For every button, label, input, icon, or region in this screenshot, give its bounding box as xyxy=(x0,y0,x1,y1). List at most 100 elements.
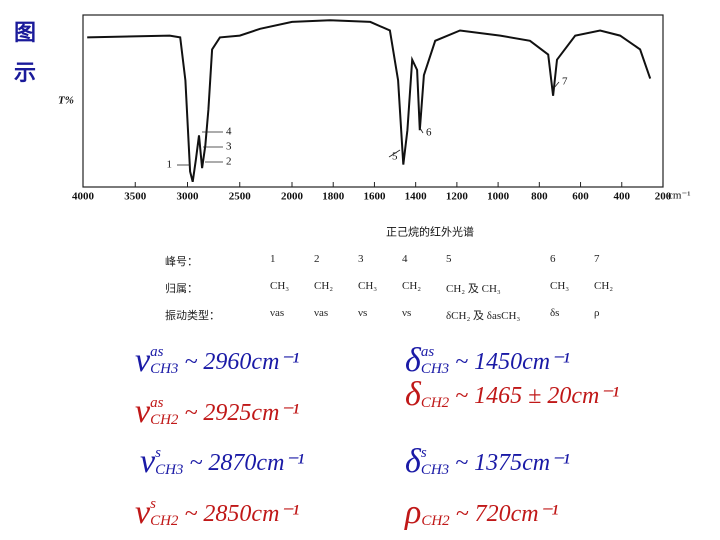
formula-scripts: as CH3 xyxy=(421,344,449,378)
formula-sup: s xyxy=(155,445,161,461)
table-cell: δs xyxy=(550,307,560,319)
peak-annotation: 1 xyxy=(167,159,173,171)
peak-annotation: 2 xyxy=(226,156,232,168)
table-cell: 归属： xyxy=(165,283,198,295)
formula-symbol: ν xyxy=(135,342,151,379)
x-tick-label: 800 xyxy=(531,191,548,203)
formula-scripts: CH2 xyxy=(421,496,449,530)
formula: ν s CH2 ~ 2850cm⁻¹ xyxy=(135,494,299,532)
formula: ν s CH3 ~ 2870cm⁻¹ xyxy=(140,443,304,481)
formula-scripts: s CH2 xyxy=(150,496,178,530)
table-header-cell: 1 xyxy=(270,253,276,265)
x-tick-label: 1600 xyxy=(363,191,386,203)
formula-sup: as xyxy=(150,344,164,360)
formula-symbol: δ xyxy=(405,342,421,379)
annotation-leader xyxy=(419,127,424,134)
formula: δ CH2 ~ 1465 ± 20cm⁻¹ xyxy=(405,376,619,414)
formula-symbol: ρ xyxy=(405,494,422,531)
peak-annotation: 4 xyxy=(226,126,232,138)
spectrum-line xyxy=(87,19,652,183)
table-header-cell: 4 xyxy=(402,253,408,265)
table-cell: CH₂ xyxy=(314,280,334,292)
formula-symbol: δ xyxy=(405,376,421,413)
formula-scripts: as CH3 xyxy=(150,344,178,378)
formula: δ as CH3 ~ 1450cm⁻¹ xyxy=(405,342,570,380)
annotation-leader xyxy=(553,81,560,89)
formula-value: ~ 2925cm⁻¹ xyxy=(184,399,300,426)
table-cell: CH₃ xyxy=(358,280,378,292)
table-header-cell: 6 xyxy=(550,253,556,265)
table-cell: 振动类型： xyxy=(165,310,220,322)
sidebar-label: 图示 xyxy=(14,21,37,86)
formula-value: ~ 1465 ± 20cm⁻¹ xyxy=(455,382,620,409)
formula-sup xyxy=(421,496,449,513)
formula-sup xyxy=(421,378,449,395)
x-tick-label: 3500 xyxy=(124,191,147,203)
formula: ν as CH2 ~ 2925cm⁻¹ xyxy=(135,393,299,431)
formula-symbol: ν xyxy=(135,494,151,531)
y-axis-label: T% xyxy=(58,95,74,107)
formula-sub: CH3 xyxy=(420,361,450,377)
peak-annotation: 7 xyxy=(562,76,568,88)
table-cell: νas xyxy=(314,307,329,319)
x-tick-label: 1800 xyxy=(322,191,345,203)
chart-caption: 正己烷的红外光谱 xyxy=(386,225,474,239)
formula-scripts: as CH2 xyxy=(150,395,178,429)
table-cell: νs xyxy=(402,307,412,319)
table-cell: CH₂ 及 CH₃ xyxy=(446,283,501,295)
table-header-cell: 峰号： xyxy=(165,256,198,268)
table-header-cell: 7 xyxy=(594,253,600,265)
table-cell: ρ xyxy=(594,307,600,319)
table-cell: CH₃ xyxy=(270,280,290,292)
x-tick-label: 400 xyxy=(614,191,631,203)
formula-sub: CH2 xyxy=(150,513,179,529)
x-tick-label: 1200 xyxy=(446,191,469,203)
x-tick-label: 1400 xyxy=(405,191,428,203)
formula-sub: CH2 xyxy=(150,412,179,428)
formula-sup: as xyxy=(150,395,164,411)
table-header-cell: 5 xyxy=(446,253,452,265)
formula-sub: CH2 xyxy=(420,395,450,411)
table-cell: νas xyxy=(270,307,285,319)
x-tick-label: 1000 xyxy=(487,191,510,203)
x-tick-label: 2000 xyxy=(281,191,304,203)
formula-sub: CH2 xyxy=(421,513,450,529)
formula-symbol: δ xyxy=(405,443,421,480)
formula-sub: CH3 xyxy=(420,462,450,478)
formula-sub: CH3 xyxy=(150,361,179,377)
table-cell: CH₂ xyxy=(402,280,422,292)
formula-value: ~ 1450cm⁻¹ xyxy=(455,348,570,375)
x-tick-label: 200 xyxy=(655,191,672,203)
formula-value: ~ 1375cm⁻¹ xyxy=(455,449,570,476)
table-cell: νs xyxy=(358,307,368,319)
peak-annotation: 3 xyxy=(226,141,232,153)
formula-value: ~ 2960cm⁻¹ xyxy=(184,348,300,375)
peak-annotation: 6 xyxy=(426,127,432,139)
x-axis-unit: cm⁻¹ xyxy=(668,190,691,202)
formula: δ s CH3 ~ 1375cm⁻¹ xyxy=(405,443,570,481)
formula-sup: s xyxy=(420,445,427,461)
table-cell: δCH₂ 及 δasCH₃ xyxy=(446,310,521,322)
peak-annotation: 5 xyxy=(392,151,398,163)
table-cell: CH₃ xyxy=(550,280,570,292)
formula-value: ~ 2870cm⁻¹ xyxy=(189,449,305,476)
formula-value: ~ 2850cm⁻¹ xyxy=(184,500,300,527)
x-tick-label: 3000 xyxy=(177,191,200,203)
formula-sup: s xyxy=(150,496,156,512)
x-tick-label: 600 xyxy=(572,191,589,203)
table-cell: CH₂ xyxy=(594,280,614,292)
formula-symbol: ν xyxy=(140,443,156,480)
plot-frame xyxy=(82,14,664,188)
formula: ν as CH3 ~ 2960cm⁻¹ xyxy=(135,342,299,380)
formula-symbol: ν xyxy=(135,393,151,430)
formula-sub: CH3 xyxy=(155,462,184,478)
formula-scripts: s CH3 xyxy=(155,445,183,479)
formula: ρ CH2 ~ 720cm⁻¹ xyxy=(405,494,559,532)
formula-scripts: s CH3 xyxy=(421,445,449,479)
table-header-cell: 2 xyxy=(314,253,320,265)
x-tick-label: 2500 xyxy=(229,191,252,203)
formula-value: ~ 720cm⁻¹ xyxy=(455,500,559,527)
annotation-leader xyxy=(388,149,401,158)
x-tick-label: 4000 xyxy=(72,191,95,203)
